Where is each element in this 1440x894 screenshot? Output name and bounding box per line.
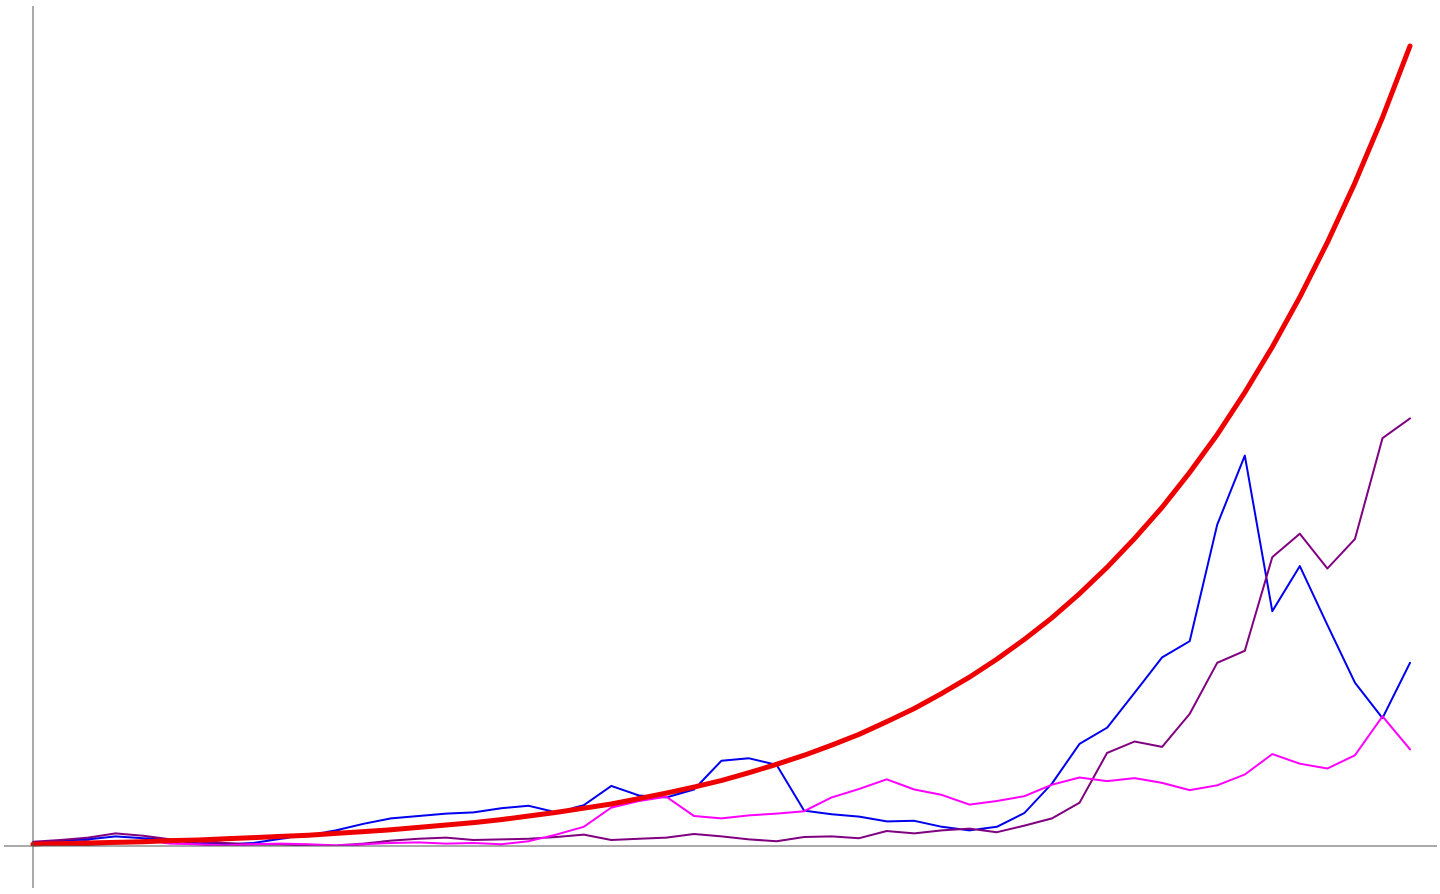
series-line-1 (32, 454, 1411, 846)
series-layer (30, 43, 1413, 847)
series-line-4 (30, 43, 1413, 847)
series-line-3 (32, 715, 1411, 847)
